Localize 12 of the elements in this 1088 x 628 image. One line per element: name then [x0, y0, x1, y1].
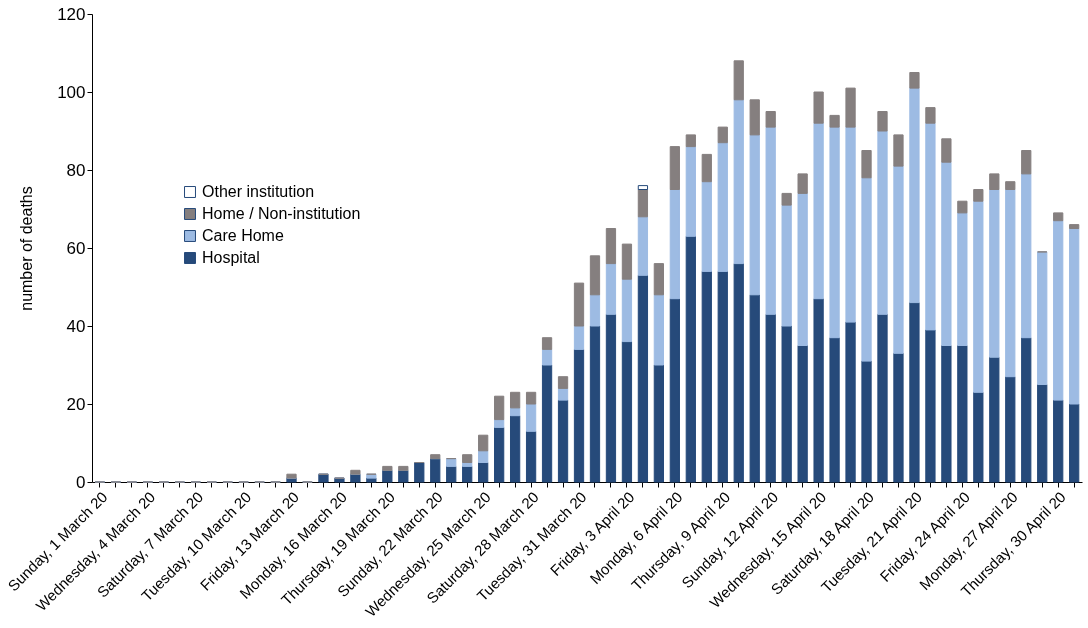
y-tick-label: 100: [57, 82, 86, 102]
y-tick-label: 120: [57, 4, 86, 24]
legend-label: Hospital: [202, 249, 260, 266]
y-tick-label: 40: [66, 316, 86, 336]
y-tick-label: 60: [66, 238, 86, 258]
legend-label: Care Home: [202, 227, 284, 244]
y-tick-label: 20: [66, 394, 86, 414]
legend-label: Other institution: [202, 183, 315, 200]
y-tick-label: 0: [76, 472, 86, 492]
legend-label: Home / Non-institution: [202, 205, 361, 222]
y-axis-title: number of deaths: [18, 186, 36, 311]
y-tick-label: 80: [66, 160, 86, 180]
